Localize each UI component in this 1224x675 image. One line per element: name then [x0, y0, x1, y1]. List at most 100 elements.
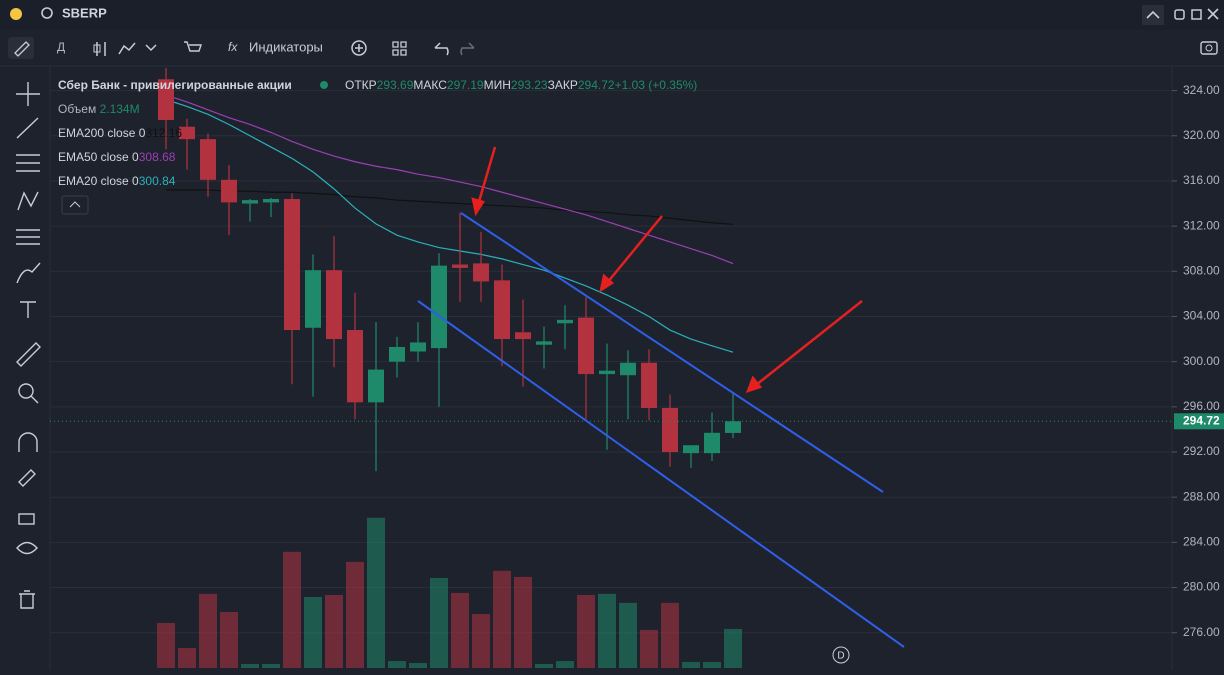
candle-body [242, 200, 258, 204]
trash-tool[interactable] [19, 590, 35, 609]
candle-body [683, 445, 699, 454]
text-tool[interactable] [20, 301, 36, 318]
volume-bar [682, 661, 700, 668]
candle-body [410, 342, 426, 352]
ruler-tool[interactable] [16, 342, 41, 367]
line-tool[interactable] [16, 117, 39, 139]
candle-icon[interactable] [96, 42, 106, 56]
volume-legend: Объем 2.134M [58, 102, 140, 116]
redo-btn[interactable] [460, 42, 475, 56]
lock-tool[interactable] [18, 513, 35, 525]
symbol[interactable]: SBERP [62, 5, 107, 20]
add-btn[interactable] [351, 40, 367, 56]
status-dot [320, 81, 328, 89]
zoom-handle [30, 395, 39, 404]
volume-bar [661, 602, 679, 668]
crosshair-tool[interactable] [16, 82, 40, 106]
candle-body [578, 317, 594, 375]
candle-body [620, 362, 636, 376]
volume-bar [346, 561, 364, 668]
topbar [0, 0, 1224, 30]
collapse-btn[interactable] [1142, 5, 1164, 25]
instrument-name: Сбер Банк - привилегированные акции [58, 78, 292, 92]
volume-bar [409, 663, 427, 668]
undo-btn[interactable] [434, 42, 449, 56]
magnet-tool[interactable] [18, 432, 38, 452]
arrow-head [471, 197, 485, 217]
y-tick-label: 308.00 [1183, 263, 1220, 277]
lock-draw-tool[interactable] [18, 469, 36, 487]
cart-icon[interactable] [184, 41, 202, 52]
volume-bar [367, 517, 385, 668]
fx-icon[interactable]: fx [228, 40, 238, 54]
arrow [606, 215, 663, 284]
volume-bar [619, 602, 637, 668]
fib-tool[interactable] [16, 229, 40, 245]
candle-body [641, 362, 657, 408]
indicators-btn[interactable]: Индикаторы [249, 39, 323, 54]
ema-name: EMA20 close 0 [58, 174, 139, 188]
dividend-marker[interactable] [832, 646, 850, 664]
price-change: +1.03 (+0.35%) [615, 78, 698, 92]
y-tick-label: 276.00 [1183, 625, 1220, 639]
toolbar [0, 30, 1224, 66]
volume-bar [157, 622, 175, 668]
trend-line [460, 212, 884, 493]
draw-btn[interactable] [8, 37, 34, 59]
maximize-btn[interactable] [1191, 9, 1202, 20]
ema-name: EMA200 close 0 [58, 126, 146, 140]
y-tick-label: 312.00 [1183, 218, 1220, 232]
add-icon [355, 44, 363, 52]
ema-value: 300.84 [139, 174, 176, 188]
layout-btn[interactable] [392, 41, 407, 56]
legend: Сбер Банк - привилегированные акции ОТКР… [58, 78, 850, 664]
zoom-tool[interactable] [18, 383, 34, 399]
close-btn[interactable] [1207, 8, 1219, 20]
volume-bar [388, 661, 406, 668]
candle-body [158, 79, 174, 120]
last-price-label: 294.72 [1183, 413, 1220, 427]
candle-body [347, 330, 363, 403]
candle-body [494, 280, 510, 340]
window-dot [10, 8, 22, 20]
ohlc-value: 293.23 [511, 78, 548, 92]
candle-body [536, 341, 552, 345]
volume-bar [493, 570, 511, 668]
arrows [471, 146, 863, 394]
volume-bar [703, 661, 721, 668]
hide-tool[interactable] [16, 541, 38, 555]
pattern-tool[interactable] [17, 191, 39, 211]
trend-line [417, 300, 905, 648]
y-tick-label: 316.00 [1183, 173, 1220, 187]
volume-bar [283, 551, 301, 668]
ohlc-value: 294.72 [578, 78, 615, 92]
window-btn[interactable] [1174, 9, 1185, 20]
arrow [755, 300, 863, 386]
candle-body [452, 264, 468, 268]
volume-bar [262, 663, 280, 668]
screenshot-btn[interactable] [1200, 41, 1218, 55]
dropdown-icon[interactable] [145, 44, 157, 52]
candle-body [662, 407, 678, 453]
volume-bar [556, 661, 574, 668]
ohlc-value: 297.19 [447, 78, 484, 92]
channel-tool[interactable] [16, 154, 40, 172]
ohlc-label: ЗАКР [548, 78, 578, 92]
collapse-legend[interactable] [61, 195, 89, 215]
volume-bar [199, 593, 217, 668]
volume-bar [514, 576, 532, 668]
brush-tool[interactable] [16, 262, 41, 284]
dividend-marker-label: D [837, 651, 844, 662]
search-icon[interactable] [41, 7, 53, 19]
chart-type-icon[interactable] [118, 42, 136, 55]
arrow-head [745, 375, 763, 394]
candle-icon-body [93, 44, 101, 53]
interval[interactable]: Д [57, 40, 65, 54]
ohlc-label: МАКС [413, 78, 447, 92]
candle-body [599, 370, 615, 375]
ema-legend: EMA50 close 0308.68 [58, 150, 176, 164]
y-tick-label: 320.00 [1183, 128, 1220, 142]
last-price-box [1174, 413, 1224, 430]
candle-body [431, 265, 447, 349]
